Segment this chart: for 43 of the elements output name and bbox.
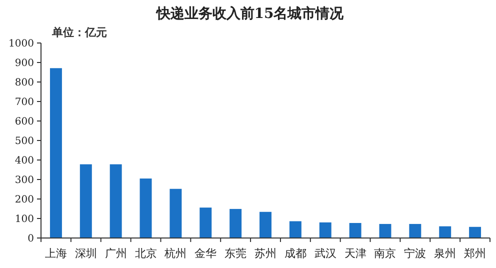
x-tick-label: 宁波 [404,247,426,260]
y-tick-label: 800 [14,78,34,88]
bar [349,222,362,238]
bar [50,68,62,238]
y-tick-label: 200 [14,194,34,206]
x-tick-label: 成都 [284,247,306,260]
bar [170,188,182,238]
chart-title: 快递业务收入前15名城市情况 [155,5,345,22]
bar [200,208,212,238]
bar [230,208,242,238]
x-tick-label: 天津 [344,247,366,260]
bar [140,178,152,238]
y-tick-label: 300 [14,175,34,186]
x-tick-label: 泉州 [434,247,456,260]
y-tick-label: 1000 [8,38,34,50]
y-tick-label: 700 [14,97,34,108]
x-tick-label: 杭州 [164,247,187,260]
text: 单位：亿元 [51,26,107,39]
x-tick-label: 南京 [374,247,396,260]
bar [379,224,392,238]
bar [289,221,302,238]
y-tick-label: 0 [28,234,34,244]
x-tick-label: 金华 [194,247,217,260]
y-tick-label: 500 [14,136,34,147]
bar [260,212,272,238]
x-tick-label: 上海 [44,247,67,260]
y-tick-label: 900 [14,58,34,69]
x-tick-label: 东莞 [224,247,247,260]
x-tick-label: 郑州 [464,247,486,260]
x-tick-label: 深圳 [74,247,97,260]
y-tick-label: 600 [14,116,34,128]
x-tick-label: 武汉 [314,247,336,260]
bar [409,224,422,238]
x-tick-label: 广州 [104,247,127,260]
y-tick-label: 400 [14,156,34,166]
bar [439,226,452,238]
y-tick-label: 100 [14,214,34,225]
bar [80,164,92,238]
x-tick-label: 北京 [134,247,157,260]
bar [110,164,122,238]
bar [469,226,482,238]
bar [319,222,332,238]
x-tick-label: 苏州 [254,247,276,260]
